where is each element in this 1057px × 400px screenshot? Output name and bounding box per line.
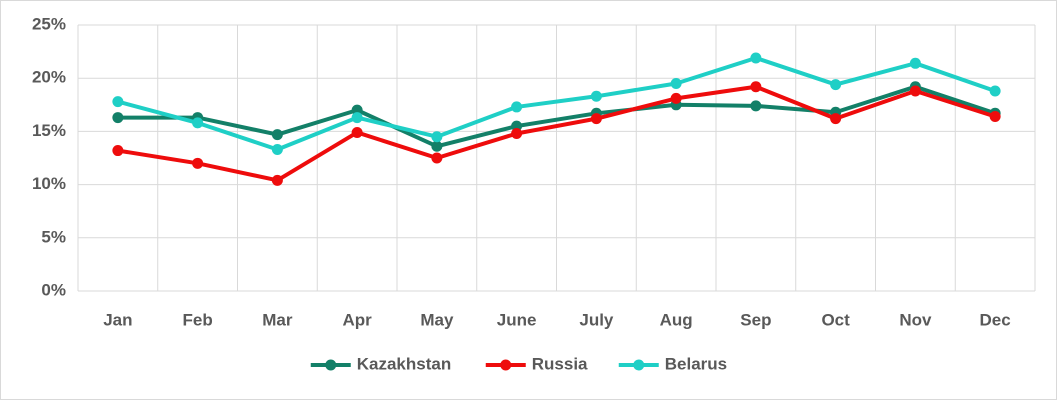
x-tick-label: Jan xyxy=(103,310,132,329)
legend-marker xyxy=(500,359,512,371)
marker xyxy=(989,111,1001,123)
marker xyxy=(431,152,443,164)
marker xyxy=(909,85,921,97)
marker xyxy=(271,143,283,155)
x-tick-label: Feb xyxy=(183,310,213,329)
marker xyxy=(750,81,762,93)
marker xyxy=(112,145,124,157)
marker xyxy=(670,78,682,90)
marker xyxy=(271,129,283,141)
x-tick-label: Oct xyxy=(821,310,850,329)
series-line xyxy=(117,84,996,149)
marker xyxy=(431,131,443,143)
x-tick-label: Dec xyxy=(980,310,1011,329)
marker xyxy=(590,90,602,102)
marker xyxy=(192,157,204,169)
x-tick-label: Aug xyxy=(660,310,693,329)
marker xyxy=(351,112,363,124)
series-line xyxy=(117,84,996,183)
marker xyxy=(590,113,602,125)
y-tick-label: 20% xyxy=(32,68,66,87)
y-tick-label: 15% xyxy=(32,121,66,140)
x-tick-label: June xyxy=(497,310,537,329)
marker xyxy=(909,57,921,69)
marker xyxy=(750,100,762,112)
marker xyxy=(271,174,283,186)
x-tick-label: July xyxy=(579,310,614,329)
legend-marker xyxy=(633,359,645,371)
marker xyxy=(431,140,443,152)
y-tick-label: 5% xyxy=(41,227,66,246)
x-tick-label: Sep xyxy=(740,310,771,329)
marker xyxy=(830,79,842,91)
x-tick-label: May xyxy=(420,310,454,329)
marker xyxy=(351,126,363,138)
marker xyxy=(670,92,682,104)
legend-label: Kazakhstan xyxy=(357,354,451,373)
y-tick-label: 25% xyxy=(32,14,66,33)
y-tick-label: 0% xyxy=(41,280,66,299)
x-tick-label: Apr xyxy=(342,310,372,329)
x-tick-label: Mar xyxy=(262,310,293,329)
marker xyxy=(192,117,204,129)
legend-marker xyxy=(325,359,337,371)
marker xyxy=(511,128,523,140)
y-tick-label: 10% xyxy=(32,174,66,193)
marker xyxy=(112,112,124,124)
marker xyxy=(830,113,842,125)
x-tick-label: Nov xyxy=(899,310,932,329)
legend-label: Belarus xyxy=(665,354,727,373)
marker xyxy=(989,85,1001,97)
series-line xyxy=(117,55,996,152)
marker xyxy=(112,96,124,108)
legend-label: Russia xyxy=(532,354,588,373)
marker xyxy=(750,52,762,64)
marker xyxy=(511,101,523,113)
